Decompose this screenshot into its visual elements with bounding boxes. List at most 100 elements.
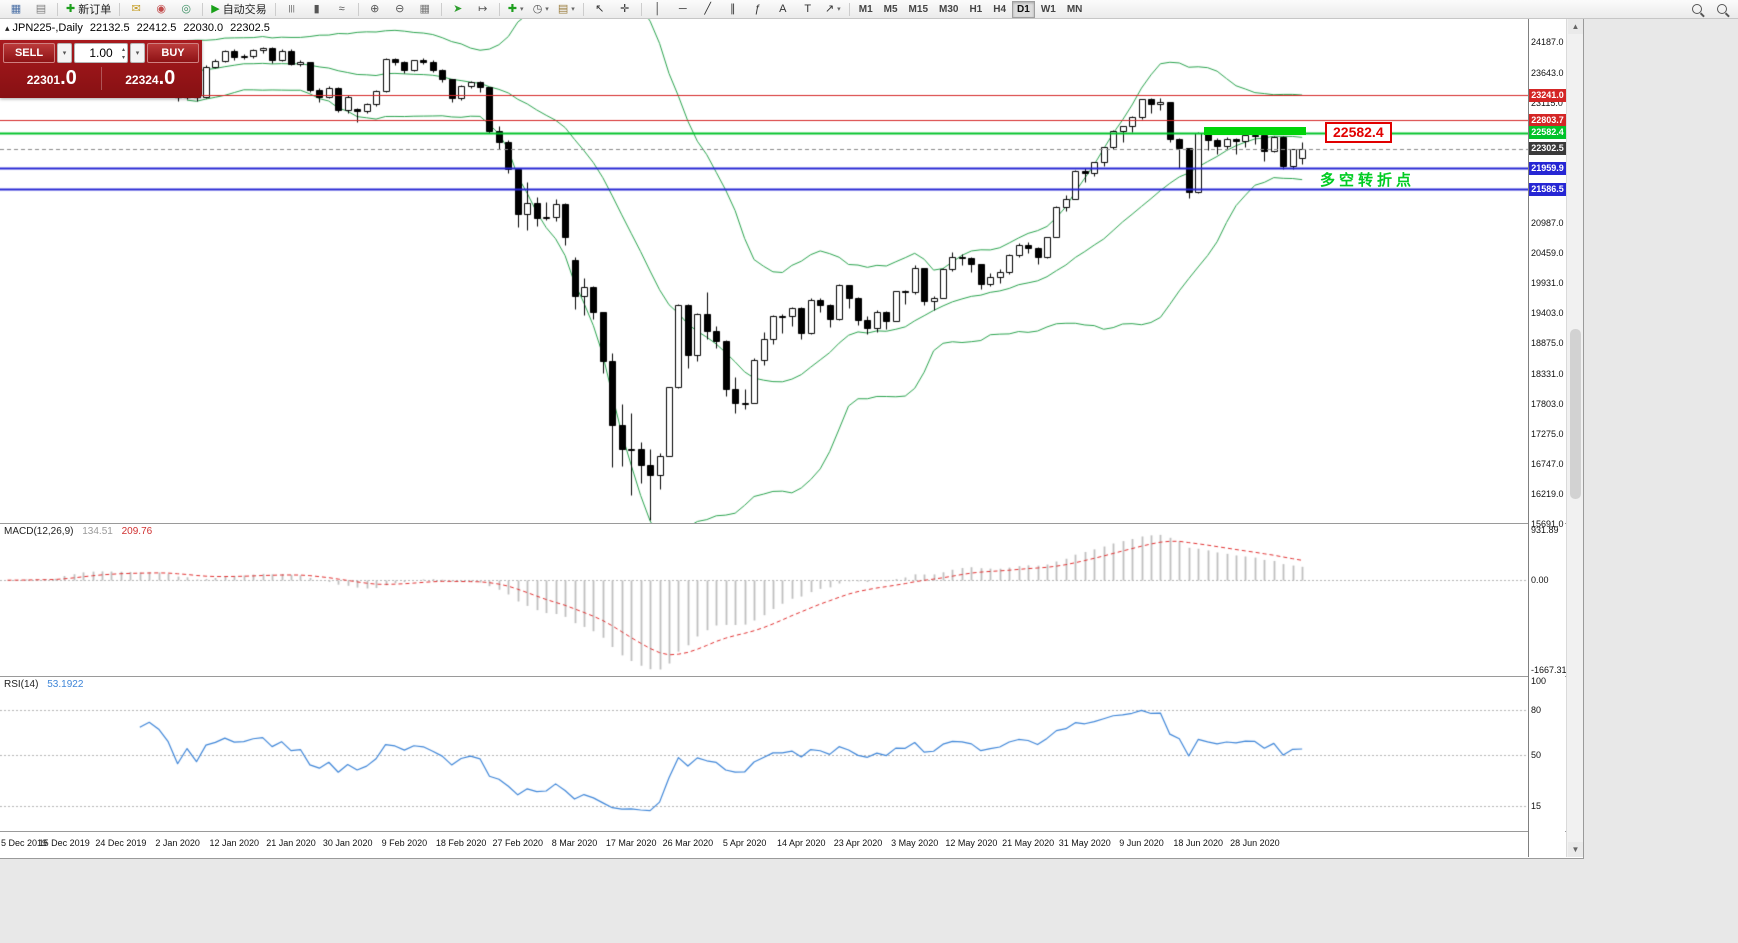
volume-stepper[interactable]: ▴ ▾ (122, 46, 125, 62)
toolbar-separator (640, 2, 642, 16)
bar-chart-icon: ||| (288, 4, 295, 13)
price-axis-label: 19931.0 (1531, 278, 1564, 289)
timeframe-button-m15[interactable]: M15 (908, 3, 928, 15)
indicators-button[interactable]: ✚ ▾ (504, 0, 528, 18)
crosshair-icon: ✛ (620, 3, 630, 15)
toolbar-separator (582, 2, 584, 16)
autoscroll-icon[interactable]: ➤ (446, 0, 470, 18)
time-axis-label: 15 Dec 2019 (38, 838, 90, 848)
candlestick-icon: ▮ (313, 3, 320, 15)
pivot-price-tag: 22582.4 (1529, 126, 1566, 140)
line-chart-icon[interactable]: ≈ (330, 0, 354, 18)
tile-windows-icon[interactable]: ▦ (413, 0, 437, 18)
text-icon[interactable]: A (771, 0, 795, 18)
rsi-axis-label: 100 (1531, 676, 1547, 686)
timeframe-button-h1[interactable]: H1 (969, 3, 983, 15)
chart-scrollbar[interactable]: ▲ ▼ (1566, 19, 1583, 857)
price-integer: 22301 (26, 73, 61, 87)
new-order-button-label: 新订单 (78, 4, 112, 16)
volume-value: 1.00 (89, 46, 113, 60)
chevron-down-icon: ▾ (837, 6, 841, 13)
bar-chart-icon[interactable]: ||| (280, 0, 304, 18)
new-order-button[interactable]: ✚ 新订单 (62, 0, 115, 18)
chart-marker-icon: ▴ (5, 23, 10, 33)
turning-point-annotation[interactable]: 多空转折点 (1320, 172, 1416, 189)
zoom-in-icon[interactable]: ⊕ (363, 0, 387, 18)
price-chart-canvas[interactable] (0, 19, 1528, 523)
price-axis-label: 16219.0 (1531, 488, 1564, 499)
arrows-icon[interactable]: ↗ ▾ (821, 0, 845, 18)
chart-shift-icon[interactable]: ↦ (471, 0, 495, 18)
buy-button[interactable]: BUY (147, 43, 199, 63)
periods-button[interactable]: ◷ ▾ (529, 0, 553, 18)
templates-button: ▤ (557, 3, 569, 15)
resistance-price-tag-1: 23241.0 (1529, 88, 1566, 102)
price-callout-label[interactable]: 22582.4 (1325, 121, 1392, 143)
time-axis-label: 9 Jun 2020 (1119, 838, 1164, 848)
timeframe-button-w1[interactable]: W1 (1040, 3, 1056, 15)
templates-button[interactable]: ▤ ▾ (554, 0, 579, 18)
macd-canvas[interactable] (0, 524, 1528, 676)
timeframe-button-d1[interactable]: D1 (1012, 0, 1035, 18)
volume-input[interactable]: 1.00 ▴ ▾ (74, 43, 128, 63)
highlight-zone-rectangle[interactable] (1204, 126, 1306, 136)
autotrading-button[interactable]: ▶ 自动交易 (207, 0, 270, 18)
search-icon[interactable] (1685, 0, 1709, 18)
scroll-up-icon[interactable]: ▲ (1568, 19, 1583, 34)
time-axis-label: 8 Mar 2020 (551, 838, 598, 848)
rsi-axis-label: 50 (1531, 749, 1542, 760)
volume-decrease-dropdown[interactable]: ▾ (57, 43, 72, 63)
rsi-canvas[interactable] (0, 677, 1528, 831)
fibonacci-icon[interactable]: ƒ (746, 0, 770, 18)
price-axis[interactable]: 24187.0 23643.0 23115.0 20987.0 20459.0 19931… (1528, 19, 1567, 857)
macd-signal-value: 209.76 (121, 526, 153, 537)
new-chart-icon[interactable]: ▦ (4, 0, 28, 18)
timeframe-button-m1[interactable]: M1 (858, 3, 873, 15)
sell-price[interactable]: 22301.0 (3, 67, 101, 90)
toolbar-separator (498, 2, 500, 16)
label-icon: T (804, 3, 812, 15)
price-axis-label: 16747.0 (1531, 458, 1564, 469)
rsi-axis-label: 15 (1531, 800, 1542, 811)
cursor-icon[interactable]: ↖ (588, 0, 612, 18)
macd-axis-label: 0.00 (1531, 575, 1549, 586)
timeframe-button-h4[interactable]: H4 (993, 3, 1007, 15)
zoom-out-icon[interactable]: ⊖ (388, 0, 412, 18)
step-up-icon: ▴ (121, 47, 125, 53)
community-icon[interactable]: ◉ (149, 0, 173, 18)
rsi-label: RSI(14) (4, 679, 39, 690)
time-axis-label: 14 Apr 2020 (777, 838, 826, 848)
symbol-search-icon[interactable] (1710, 0, 1734, 18)
candlestick-icon[interactable]: ▮ (305, 0, 329, 18)
symbol-period-label: JPN225-,Daily (12, 22, 83, 34)
sell-button[interactable]: SELL (3, 43, 55, 63)
profiles-icon: ▤ (35, 3, 47, 15)
vertical-line-icon[interactable]: │ (646, 0, 670, 18)
timeframe-button-m5[interactable]: M5 (883, 3, 898, 15)
scrollbar-thumb[interactable] (1570, 329, 1581, 499)
horizontal-line-icon[interactable]: ─ (671, 0, 695, 18)
channel-icon[interactable]: ∥ (721, 0, 745, 18)
timeframe-button-m30[interactable]: M30 (939, 3, 959, 15)
buy-price[interactable]: 22324.0 (100, 67, 200, 90)
mail-icon[interactable]: ✉ (124, 0, 148, 18)
volume-increase-dropdown[interactable]: ▾ (130, 43, 145, 63)
pane-separator[interactable] (0, 676, 1583, 677)
one-click-trading-panel: SELL ▾ 1.00 ▴ ▾ ▾ BUY 22301.0 22324.0 (0, 40, 202, 98)
pane-separator[interactable] (0, 523, 1583, 524)
profiles-icon[interactable]: ▤ (29, 0, 53, 18)
label-icon[interactable]: T (796, 0, 820, 18)
indicators-button: ✚ (507, 3, 518, 15)
crosshair-icon[interactable]: ✛ (613, 0, 637, 18)
price-decimal: .0 (60, 67, 77, 89)
scroll-down-icon[interactable]: ▼ (1568, 842, 1583, 857)
trendline-icon[interactable]: ╱ (696, 0, 720, 18)
time-axis[interactable]: 5 Dec 2019 15 Dec 2019 24 Dec 2019 2 Jan 20… (0, 832, 1528, 857)
time-axis-label: 26 Mar 2020 (662, 838, 714, 848)
time-axis-label: 31 May 2020 (1058, 838, 1111, 848)
toolbar-separator (440, 2, 442, 16)
toolbar-separator (119, 2, 121, 16)
timeframe-button-mn[interactable]: MN (1066, 3, 1083, 15)
time-axis-label: 17 Mar 2020 (605, 838, 657, 848)
web-icon[interactable]: ◎ (174, 0, 198, 18)
